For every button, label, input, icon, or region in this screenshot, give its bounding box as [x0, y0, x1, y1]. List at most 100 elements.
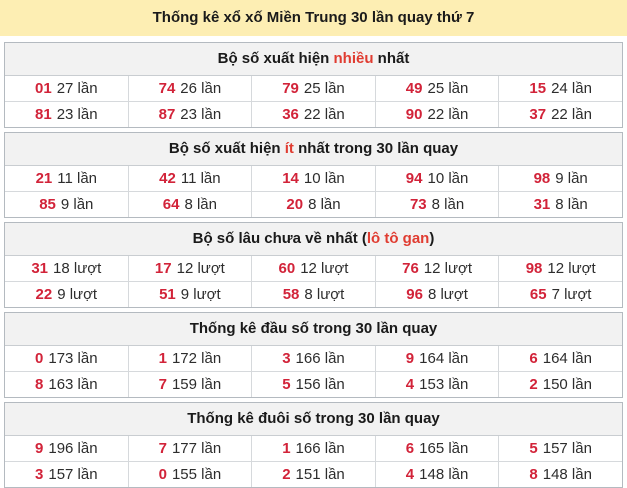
count-label: 163 lần: [48, 376, 98, 393]
count-label: 12 lượt: [176, 260, 225, 277]
stat-cell: 49 25 lần: [376, 76, 500, 101]
stats-section: Bộ số xuất hiện nhiều nhất 01 27 lần 74 26 l…: [4, 42, 623, 128]
stats-sections: Bộ số xuất hiện nhiều nhất 01 27 lần 74 26 l…: [0, 42, 627, 488]
count-label: 165 lần: [419, 440, 469, 457]
stat-cell: 36 22 lần: [252, 102, 376, 127]
count-label: 12 lượt: [547, 260, 596, 277]
stat-cell: 31 18 lượt: [5, 256, 129, 281]
count-label: 8 lần: [555, 196, 588, 213]
count-label: 164 lần: [542, 350, 592, 367]
lottery-number: 4: [405, 376, 415, 393]
count-label: 18 lượt: [53, 260, 102, 277]
count-label: 26 lần: [180, 80, 222, 97]
stat-cell: 7 177 lần: [129, 436, 253, 461]
section-title: Thống kê đuôi số trong 30 lần quay: [5, 403, 622, 436]
lottery-number: 7: [158, 376, 167, 393]
lottery-number: 58: [282, 286, 300, 303]
stat-cell: 8 148 lần: [499, 462, 622, 487]
lottery-number: 2: [282, 466, 291, 483]
count-label: 196 lần: [48, 440, 98, 457]
stat-cell: 98 12 lượt: [499, 256, 622, 281]
stats-section: Bộ số xuất hiện ít nhất trong 30 lần qua…: [4, 132, 623, 218]
stat-cell: 3 166 lần: [252, 346, 376, 371]
stat-cell: 42 11 lần: [129, 166, 253, 191]
section-title: Thống kê đầu số trong 30 lần quay: [5, 313, 622, 346]
stat-cell: 85 9 lần: [5, 192, 129, 217]
lottery-number: 96: [406, 286, 423, 303]
stat-cell: 76 12 lượt: [376, 256, 500, 281]
lottery-number: 7: [158, 440, 167, 457]
lottery-number: 14: [282, 170, 299, 187]
section-title: Bộ số lâu chưa về nhất (lô tô gan): [5, 223, 622, 256]
count-label: 10 lần: [303, 170, 345, 187]
count-label: 22 lần: [427, 106, 469, 123]
lottery-number: 74: [158, 80, 176, 97]
count-label: 11 lần: [57, 170, 98, 187]
lottery-number: 1: [282, 440, 291, 457]
section-title: Bộ số xuất hiện ít nhất trong 30 lần qua…: [5, 133, 622, 166]
lottery-number: 21: [35, 170, 53, 187]
stat-cell: 7 159 lần: [129, 372, 253, 397]
lottery-number: 73: [409, 196, 427, 213]
stat-cell: 0 173 lần: [5, 346, 129, 371]
count-label: 8 lượt: [427, 286, 468, 303]
stats-row: 0 173 lần 1 172 lần 3 166 lần 9 164 lần 6 164 lần: [5, 346, 622, 372]
stats-section: Thống kê đuôi số trong 30 lần quay 9 196 l…: [4, 402, 623, 488]
stat-cell: 94 10 lần: [376, 166, 500, 191]
stat-cell: 9 196 lần: [5, 436, 129, 461]
section-title-accent: nhiều: [333, 50, 374, 67]
count-label: 8 lần: [184, 196, 217, 213]
lottery-number: 8: [35, 376, 44, 393]
count-label: 8 lần: [308, 196, 341, 213]
stat-cell: 81 23 lần: [5, 102, 129, 127]
stat-cell: 15 24 lần: [499, 76, 622, 101]
section-title-text: Thống kê đầu số trong 30 lần quay: [189, 320, 438, 337]
lottery-number: 6: [405, 440, 415, 457]
lottery-number: 36: [282, 106, 299, 123]
lottery-number: 8: [529, 466, 538, 483]
stat-cell: 5 157 lần: [499, 436, 622, 461]
stats-row: 21 11 lần 42 11 lần 14 10 lần 94 10 lần 98 9 lần: [5, 166, 622, 192]
stat-cell: 58 8 lượt: [252, 282, 376, 307]
lottery-number: 79: [282, 80, 299, 97]
stats-row: 3 157 lần 0 155 lần 2 151 lần 4 148 lần 8 148 lần: [5, 462, 622, 487]
lottery-number: 9: [405, 350, 415, 367]
stat-cell: 0 155 lần: [129, 462, 253, 487]
lottery-number: 42: [159, 170, 176, 187]
lottery-number: 1: [158, 350, 167, 367]
stat-cell: 6 165 lần: [376, 436, 500, 461]
count-label: 157 lần: [542, 440, 592, 457]
lottery-number: 85: [39, 196, 56, 213]
count-label: 150 lần: [542, 376, 592, 393]
stat-cell: 22 9 lượt: [5, 282, 129, 307]
lottery-number: 9: [35, 440, 44, 457]
stat-cell: 1 172 lần: [129, 346, 253, 371]
stat-cell: 98 9 lần: [499, 166, 622, 191]
count-label: 155 lần: [171, 466, 222, 483]
stats-row: 8 163 lần 7 159 lần 5 156 lần 4 153 lần 2 150 lần: [5, 372, 622, 397]
stat-cell: 6 164 lần: [499, 346, 622, 371]
count-label: 173 lần: [48, 350, 98, 367]
stat-cell: 64 8 lần: [129, 192, 253, 217]
count-label: 24 lần: [551, 80, 592, 97]
count-label: 148 lần: [542, 466, 592, 483]
stat-cell: 3 157 lần: [5, 462, 129, 487]
count-label: 27 lần: [56, 80, 98, 97]
stat-cell: 1 166 lần: [252, 436, 376, 461]
stat-cell: 2 150 lần: [499, 372, 622, 397]
lottery-number: 4: [405, 466, 415, 483]
stats-row: 85 9 lần 64 8 lần 20 8 lần 73 8 lần 31 8 lần: [5, 192, 622, 217]
count-label: 177 lần: [171, 440, 222, 457]
stats-row: 01 27 lần 74 26 lần 79 25 lần 49 25 lần 15 24 lần: [5, 76, 622, 102]
stat-cell: 51 9 lượt: [129, 282, 253, 307]
lottery-number: 6: [529, 350, 538, 367]
stat-cell: 17 12 lượt: [129, 256, 253, 281]
stats-row: 31 18 lượt 17 12 lượt 60 12 lượt 76 12 lượt 98 12…: [5, 256, 622, 282]
count-label: 8 lần: [431, 196, 465, 213]
count-label: 22 lần: [551, 106, 592, 123]
lottery-number: 31: [533, 196, 551, 213]
count-label: 159 lần: [171, 376, 222, 393]
lottery-number: 31: [31, 260, 49, 277]
section-title-text: ): [429, 230, 435, 247]
